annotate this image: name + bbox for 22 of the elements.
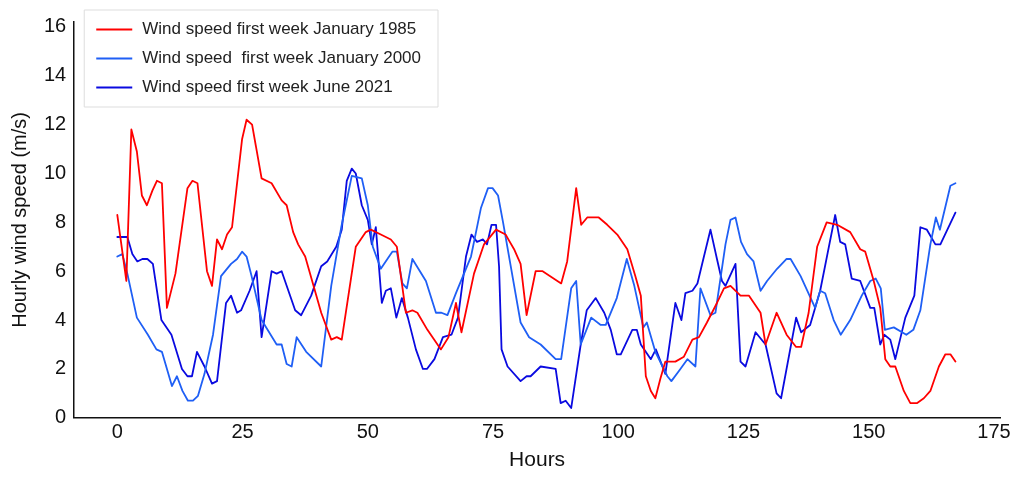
x-tick-label: 25 [231, 420, 254, 443]
x-tick-label: 175 [977, 420, 1011, 443]
y-tick-label: 10 [44, 160, 67, 183]
y-tick-label: 0 [55, 405, 67, 428]
y-tick-label: 2 [55, 356, 67, 379]
y-tick-label: 6 [55, 258, 67, 281]
x-tick-label: 75 [481, 420, 505, 443]
x-axis-title: Hours [509, 447, 566, 471]
x-tick-label: 150 [852, 420, 886, 443]
y-axis-title: Hourly wind speed (m/s) [7, 112, 30, 328]
legend-label: Wind speed first week June 2021 [142, 77, 393, 97]
x-tick-label: 50 [356, 420, 379, 443]
x-tick-label: 100 [601, 420, 635, 443]
y-tick-label: 12 [44, 112, 67, 135]
y-tick-label: 14 [44, 63, 67, 86]
y-tick-label: 16 [44, 14, 67, 37]
x-tick-label: 125 [726, 420, 761, 443]
y-tick-label: 4 [55, 307, 67, 330]
legend-label: Wind speed first week January 2000 [142, 48, 422, 68]
legend-label: Wind speed first week January 1985 [142, 19, 417, 39]
y-tick-label: 8 [55, 209, 67, 232]
x-tick-label: 0 [111, 420, 123, 443]
